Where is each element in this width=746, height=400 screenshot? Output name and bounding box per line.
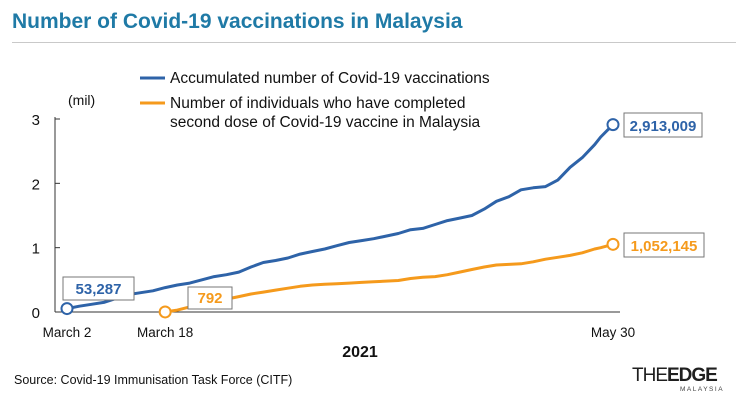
start-marker-completed <box>158 305 172 319</box>
x-tick-label: May 30 <box>591 325 635 340</box>
end-label-accumulated: 2,913,009 <box>630 118 697 135</box>
end-marker-accumulated <box>606 118 620 132</box>
start-marker-accumulated <box>60 302 74 316</box>
legend: Accumulated number of Covid-19 vaccinati… <box>140 70 490 131</box>
x-tick-label: March 2 <box>43 325 92 340</box>
legend-label-completed: Number of individuals who have completed… <box>170 95 481 131</box>
y-axis-label: (mil) <box>68 92 95 108</box>
y-tick-label: 3 <box>32 112 40 129</box>
series-line-accumulated <box>66 123 615 311</box>
end-marker-completed <box>606 237 620 251</box>
title-divider <box>12 42 736 43</box>
end-label-completed-box <box>623 232 705 258</box>
source-note: Source: Covid-19 Immunisation Task Force… <box>14 373 293 387</box>
chart-title: Number of Covid-19 vaccinations in Malay… <box>12 10 463 33</box>
y-tick-label: 0 <box>32 305 40 322</box>
series-group <box>66 123 615 314</box>
legend-label-accumulated: Accumulated number of Covid-19 vaccinati… <box>170 70 490 87</box>
y-axis-ticks: 0 1 2 3 <box>32 112 60 322</box>
x-axis-ticks: March 2 March 18 May 30 <box>43 325 636 340</box>
start-label-completed-box <box>187 286 233 310</box>
y-tick-label: 1 <box>32 241 40 258</box>
value-callouts: 53,287 792 2,913,009 1,052,145 <box>60 112 705 319</box>
end-label-accumulated-box <box>623 112 703 138</box>
line-chart: (mil) Accumulated number of Covid-19 vac… <box>32 70 705 361</box>
y-tick-label: 2 <box>32 176 40 193</box>
x-axis-label: 2021 <box>342 344 378 361</box>
publisher-logo: THEEDGE MALAYSIA <box>632 365 725 393</box>
start-label-accumulated-box <box>62 276 135 301</box>
start-label-accumulated: 53,287 <box>76 281 122 298</box>
series-line-completed <box>164 242 614 314</box>
x-tick-label: March 18 <box>137 325 193 340</box>
start-label-completed: 792 <box>197 290 222 307</box>
end-label-completed: 1,052,145 <box>631 238 698 255</box>
